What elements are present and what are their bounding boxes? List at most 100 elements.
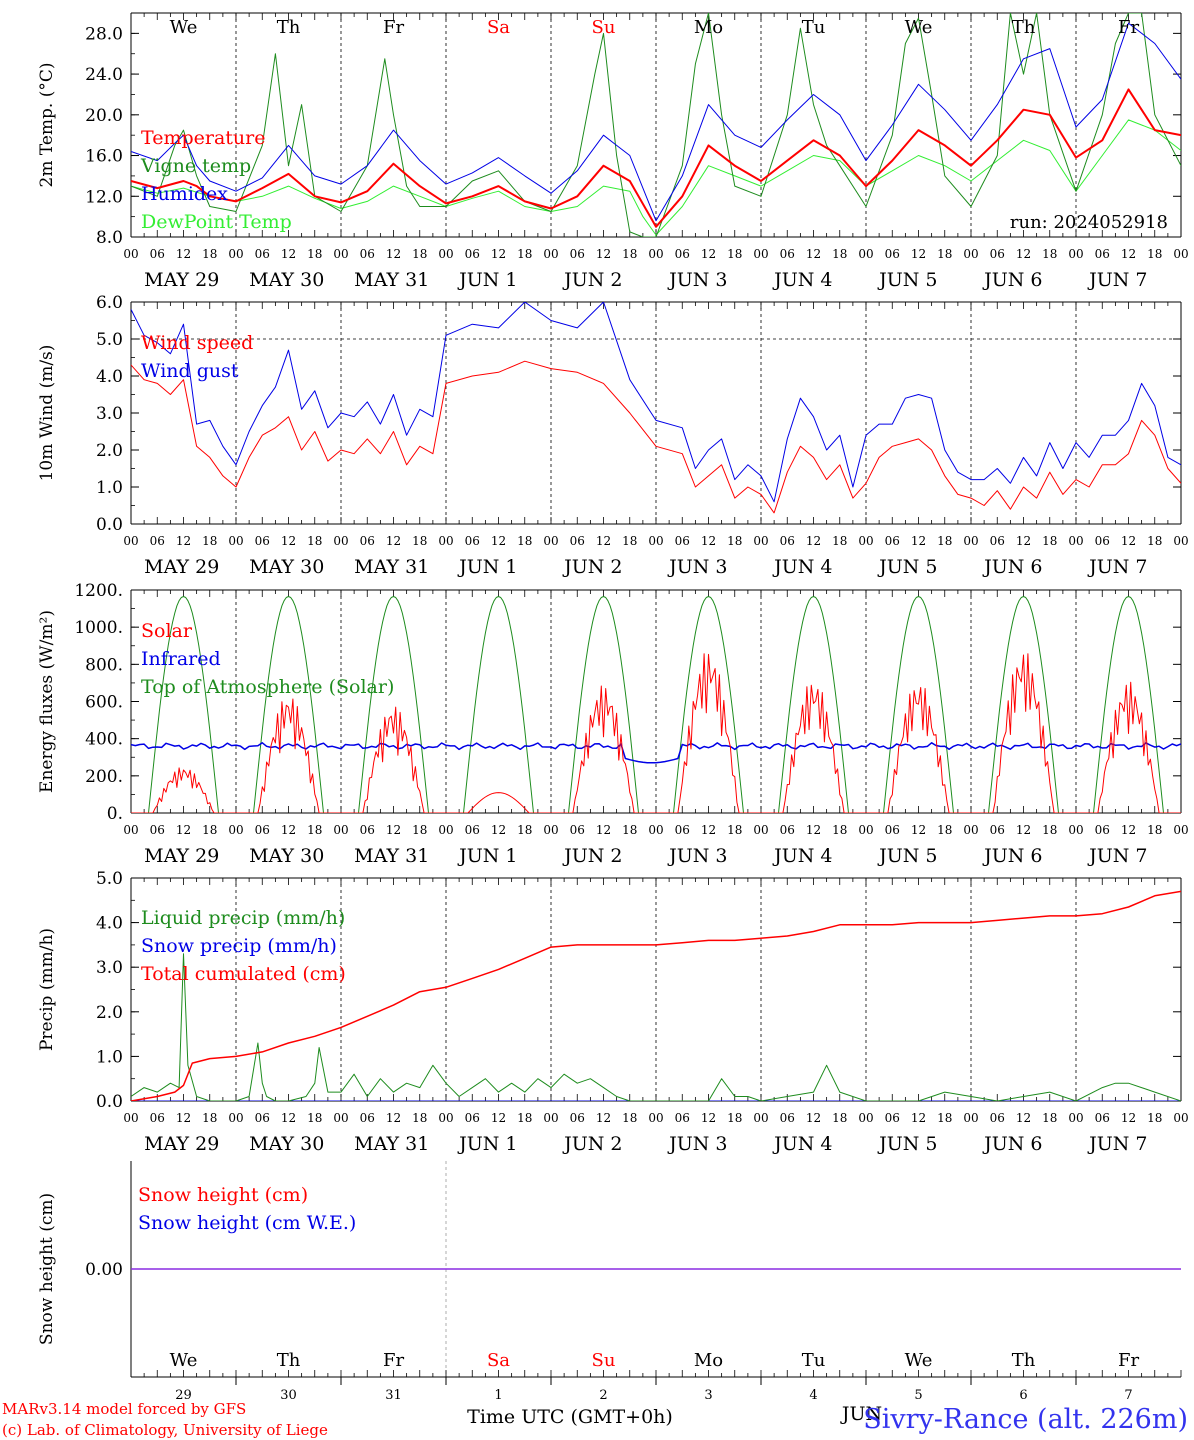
hour-label: 06: [1095, 823, 1110, 837]
hour-label: 12: [1121, 823, 1136, 837]
y-tick-label: 28.0: [85, 24, 123, 44]
date-label: JUN 7: [1087, 845, 1147, 867]
station-label: Sivry-Rance (alt. 226m): [863, 1404, 1188, 1435]
hour-label: 00: [438, 247, 453, 261]
hour-label: 18: [1042, 247, 1057, 261]
hour-label: 00: [228, 1111, 243, 1125]
y-tick-label: 12.0: [85, 187, 123, 207]
hour-label: 18: [517, 1111, 532, 1125]
hour-label: 06: [990, 247, 1005, 261]
y-tick-label: 3.0: [96, 404, 123, 424]
hour-label: 06: [360, 247, 375, 261]
hour-label: 00: [753, 1111, 768, 1125]
series-line-1: [131, 13, 1181, 237]
bottom-day-name: Sa: [487, 1350, 510, 1371]
hour-label: 18: [1147, 1111, 1162, 1125]
hour-label: 00: [333, 534, 348, 548]
legend-entry: Infrared: [141, 648, 221, 670]
date-label: JUN 3: [667, 845, 727, 867]
hour-label: 18: [727, 247, 742, 261]
bottom-day-name: We: [170, 1350, 198, 1371]
hour-label: 12: [1121, 1111, 1136, 1125]
y-tick-label: 0.0: [96, 1092, 123, 1112]
series-line-1: [131, 302, 1181, 503]
hour-label: 12: [701, 1111, 716, 1125]
day-name: Su: [592, 17, 616, 38]
y-tick-label: 1.0: [96, 478, 123, 498]
hour-label: 06: [990, 534, 1005, 548]
day-name: Fr: [1118, 17, 1139, 38]
hour-label: 12: [491, 247, 506, 261]
y-tick-label: 4.0: [96, 367, 123, 387]
series-line-2: [131, 890, 1181, 1101]
hour-label: 06: [885, 1111, 900, 1125]
hour-label: 12: [596, 534, 611, 548]
day-number: 5: [914, 1388, 922, 1403]
hour-label: 06: [570, 1111, 585, 1125]
hour-label: 06: [255, 534, 270, 548]
hour-label: 00: [1173, 534, 1188, 548]
y-tick-label: 600.: [85, 693, 123, 713]
hour-label: 00: [963, 1111, 978, 1125]
date-label: JUN 5: [877, 269, 937, 291]
hour-label: 18: [202, 534, 217, 548]
hour-label: 00: [543, 1111, 558, 1125]
hour-label: 00: [1173, 247, 1188, 261]
date-label: JUN 6: [982, 845, 1042, 867]
date-label: MAY 31: [354, 269, 429, 291]
day-number: 31: [385, 1388, 402, 1403]
hour-label: 12: [806, 247, 821, 261]
hour-label: 12: [281, 247, 296, 261]
date-label: MAY 31: [354, 1133, 429, 1155]
date-label: JUN 1: [457, 269, 517, 291]
hour-label: 18: [622, 534, 637, 548]
hour-label: 18: [412, 247, 427, 261]
hour-label: 12: [176, 534, 191, 548]
hour-label: 06: [255, 1111, 270, 1125]
hour-label: 18: [202, 1111, 217, 1125]
y-tick-label: 0.: [107, 804, 123, 824]
hour-label: 18: [937, 823, 952, 837]
date-label: JUN 4: [772, 269, 832, 291]
date-label: MAY 30: [249, 1133, 324, 1155]
hour-label: 00: [963, 247, 978, 261]
hour-label: 06: [990, 823, 1005, 837]
hour-label: 12: [701, 823, 716, 837]
date-label: JUN 3: [667, 1133, 727, 1155]
hour-label: 00: [648, 823, 663, 837]
hour-label: 18: [307, 534, 322, 548]
time-axis-label: Time UTC (GMT+0h): [467, 1406, 673, 1428]
hour-label: 12: [386, 247, 401, 261]
y-tick-label: 400.: [85, 730, 123, 750]
series-line-2: [131, 22, 1181, 222]
y-axis-label: Snow height (cm): [37, 1193, 57, 1345]
y-tick-label: 4.0: [96, 914, 123, 934]
hour-label: 06: [150, 823, 165, 837]
date-label: JUN 6: [982, 1133, 1042, 1155]
y-tick-label: 5.0: [96, 330, 123, 350]
bottom-day-name: Su: [592, 1350, 616, 1371]
hour-label: 00: [543, 534, 558, 548]
hour-label: 06: [465, 534, 480, 548]
hour-label: 18: [1147, 247, 1162, 261]
series-line-infrared: [131, 742, 1181, 764]
hour-label: 00: [753, 823, 768, 837]
series-line-0: [131, 88, 1181, 228]
hour-label: 18: [202, 823, 217, 837]
hour-label: 00: [648, 1111, 663, 1125]
panel-wind: 0.0 1.0 2.0 3.0 4.0 5.0 6.0 10m Wind (m/s) 00 06 1…: [37, 293, 1189, 578]
plot-area: [131, 596, 1181, 813]
hour-label: 12: [281, 823, 296, 837]
date-label: JUN 7: [1087, 556, 1147, 578]
series-line-0: [131, 360, 1181, 514]
hour-label: 18: [622, 823, 637, 837]
date-label: MAY 29: [144, 1133, 219, 1155]
hour-label: 18: [1042, 534, 1057, 548]
hour-label: 06: [570, 247, 585, 261]
hour-label: 06: [1095, 1111, 1110, 1125]
date-label: JUN 4: [772, 845, 832, 867]
hour-label: 12: [176, 823, 191, 837]
panel-temp: 8.0 12.0 16.0 20.0 24.0 28.0 2m Temp. (°C) 00 06…: [37, 12, 1189, 291]
hour-label: 06: [360, 1111, 375, 1125]
hour-label: 00: [228, 247, 243, 261]
